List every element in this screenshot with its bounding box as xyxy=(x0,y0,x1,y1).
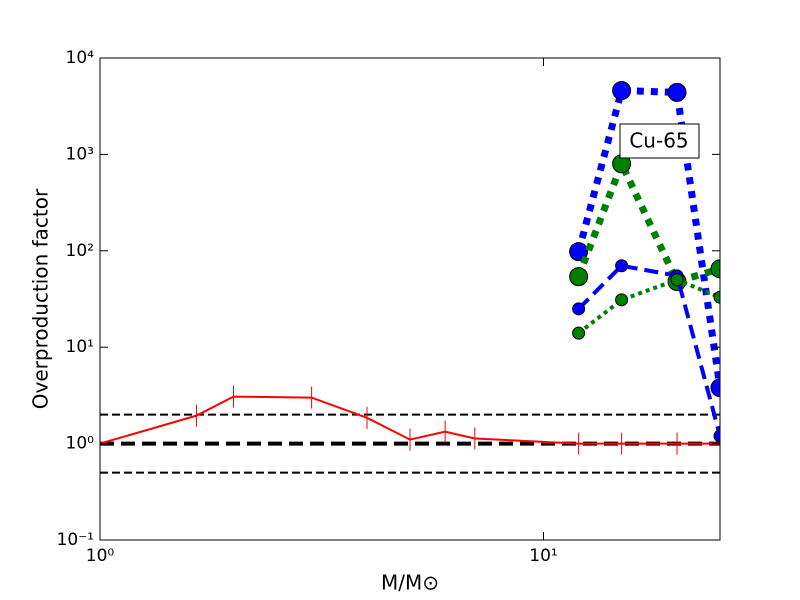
point-marker xyxy=(667,82,687,102)
point-marker xyxy=(572,302,586,316)
x-axis-label: M/M⊙ xyxy=(381,571,439,595)
series-line xyxy=(100,395,720,445)
x-tick-label: 10⁰ xyxy=(86,546,115,566)
axes-frame xyxy=(99,57,721,541)
y-tick-label: 10⁴ xyxy=(66,48,95,68)
point-marker xyxy=(710,378,720,398)
y-tick-label: 10² xyxy=(66,241,94,261)
point-marker xyxy=(670,273,684,287)
point-marker xyxy=(612,81,632,101)
y-axis-label: Overproduction factor xyxy=(29,188,53,409)
y-tick-label: 10¹ xyxy=(66,337,94,357)
y-tick-label: 10³ xyxy=(66,144,94,164)
point-marker xyxy=(713,290,720,304)
series-line xyxy=(575,154,720,286)
point-marker xyxy=(713,429,720,443)
point-marker xyxy=(615,293,629,307)
series-line xyxy=(577,263,720,437)
point-marker xyxy=(710,259,720,279)
annotation-group: Cu-65 xyxy=(619,123,700,159)
point-marker xyxy=(572,326,586,340)
annotation: Cu-65 xyxy=(629,129,688,153)
series-line xyxy=(577,277,720,335)
point-marker xyxy=(569,267,589,287)
annotation-box xyxy=(619,123,700,159)
x-tick-label: 10¹ xyxy=(529,546,557,566)
y-tick-label: 10⁻¹ xyxy=(57,530,94,550)
plot-area xyxy=(100,81,720,474)
point-marker xyxy=(615,259,629,273)
y-tick-label: 10⁰ xyxy=(66,434,95,454)
